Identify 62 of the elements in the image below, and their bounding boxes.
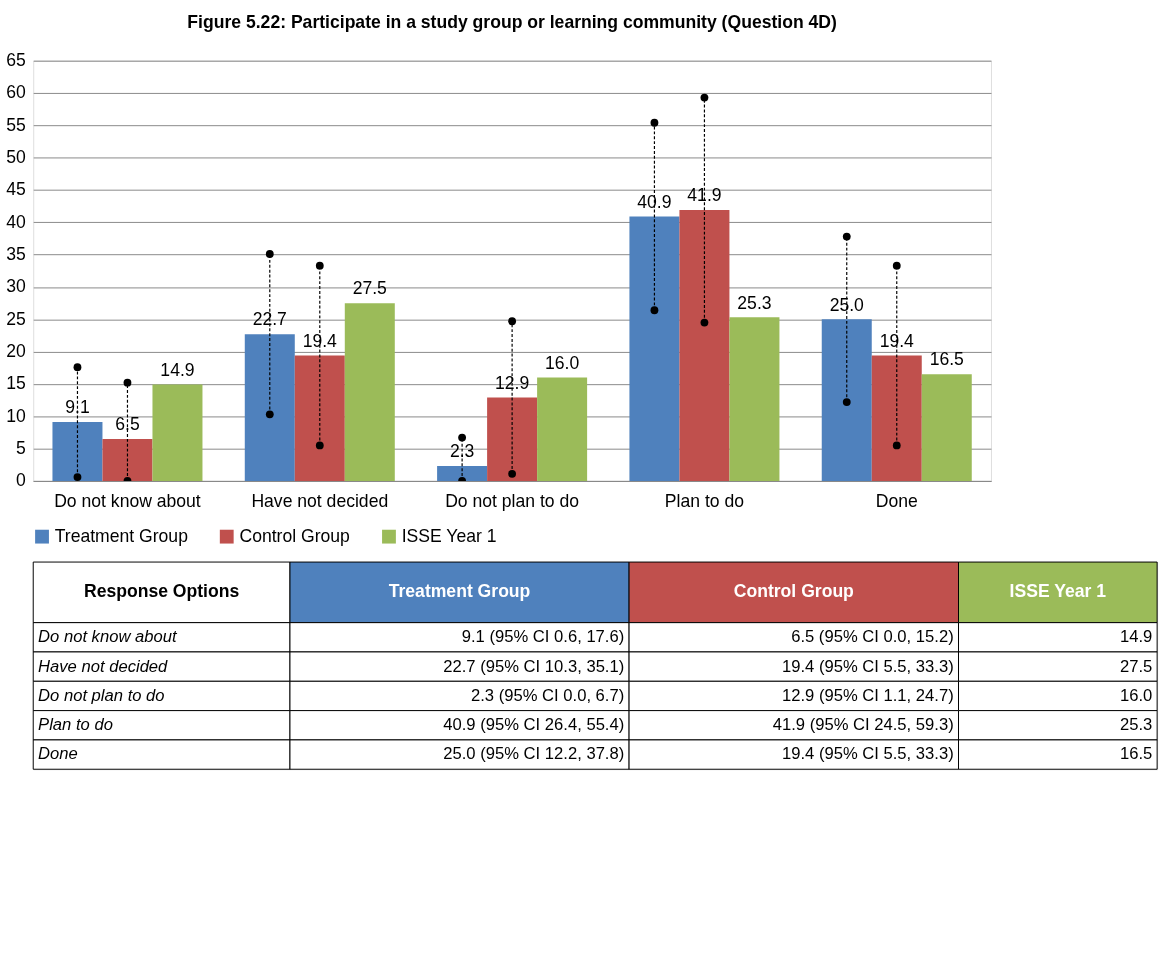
text: 2.3 (95% CI 0.0, 6.7)	[470, 685, 625, 705]
legend-label: Control Group	[239, 525, 351, 546]
legend-label: Treatment Group	[54, 525, 189, 546]
text: 16.5	[1119, 744, 1153, 764]
data-label: 19.4	[879, 330, 915, 351]
text: 27.5	[1119, 656, 1153, 676]
data-label: 16.5	[929, 349, 965, 370]
data-label: 19.4	[302, 330, 338, 351]
category-label: Do not plan to do	[38, 685, 165, 705]
y-tick-label: 45	[6, 179, 27, 200]
text: Control Group	[733, 581, 854, 602]
y-tick-label: 40	[6, 211, 27, 232]
text: 19.4 (95% CI 5.5, 33.3)	[781, 656, 954, 676]
category-label: Plan to do	[38, 715, 113, 735]
y-tick-label: 55	[6, 114, 27, 135]
x-tick-label: Done	[875, 490, 918, 511]
text: 14.9	[1119, 627, 1153, 647]
text: 40.9 (95% CI 26.4, 55.4)	[443, 715, 625, 735]
data-label: 16.0	[545, 352, 580, 373]
y-tick-label: 60	[6, 82, 27, 103]
y-tick-label: 0	[16, 470, 27, 491]
data-label: 9.1	[65, 397, 90, 418]
data-label: 2.3	[449, 441, 475, 462]
data-label: 40.9	[637, 191, 672, 212]
chart-title: Figure 5.22: Participate in a study group or learning community (Question 4D)	[187, 12, 837, 33]
category-label: Have not decided	[38, 656, 168, 676]
y-tick-label: 5	[16, 437, 27, 458]
y-tick-label: 10	[6, 405, 27, 426]
text: 16.0	[1119, 685, 1153, 705]
x-tick-label: Do not know about	[54, 490, 201, 511]
text: 6.5 (95% CI 0.0, 15.2)	[791, 627, 954, 647]
legend-label: ISSE Year 1	[401, 525, 497, 546]
y-tick-label: 50	[6, 147, 27, 168]
data-label: 12.9	[495, 372, 530, 393]
y-tick-label: 20	[6, 341, 27, 361]
data-label: 41.9	[687, 185, 722, 206]
text: 25.0 (95% CI 12.2, 37.8)	[443, 744, 625, 764]
text: 19.4 (95% CI 5.5, 33.3)	[781, 744, 954, 764]
text: ISSE Year 1	[1009, 581, 1107, 602]
text: Response Options	[83, 581, 240, 602]
data-label: 27.5	[352, 278, 388, 299]
text: 12.9 (95% CI 1.1, 24.7)	[781, 685, 954, 705]
category-label: Do not know about	[38, 627, 177, 647]
y-tick-label: 25	[6, 308, 27, 329]
data-label: 6.5	[115, 414, 140, 435]
text: 22.7 (95% CI 10.3, 35.1)	[443, 656, 625, 676]
data-label: 25.0	[829, 294, 865, 315]
y-tick-label: 30	[6, 276, 27, 297]
category-label: Done	[38, 744, 78, 764]
x-tick-label: Do not plan to do	[445, 490, 580, 511]
text: 41.9 (95% CI 24.5, 59.3)	[772, 715, 954, 735]
text: 25.3	[1119, 715, 1153, 735]
text: 9.1 (95% CI 0.6, 17.6)	[461, 627, 625, 647]
x-tick-label: Plan to do	[664, 490, 745, 511]
data-label: 25.3	[737, 292, 772, 313]
y-tick-label: 35	[6, 244, 27, 265]
text: Treatment Group	[388, 581, 531, 602]
y-tick-label: 65	[6, 50, 27, 71]
data-label: 14.9	[160, 359, 195, 380]
y-tick-label: 15	[6, 373, 27, 394]
data-label: 22.7	[252, 309, 287, 330]
x-tick-label: Have not decided	[251, 490, 389, 511]
